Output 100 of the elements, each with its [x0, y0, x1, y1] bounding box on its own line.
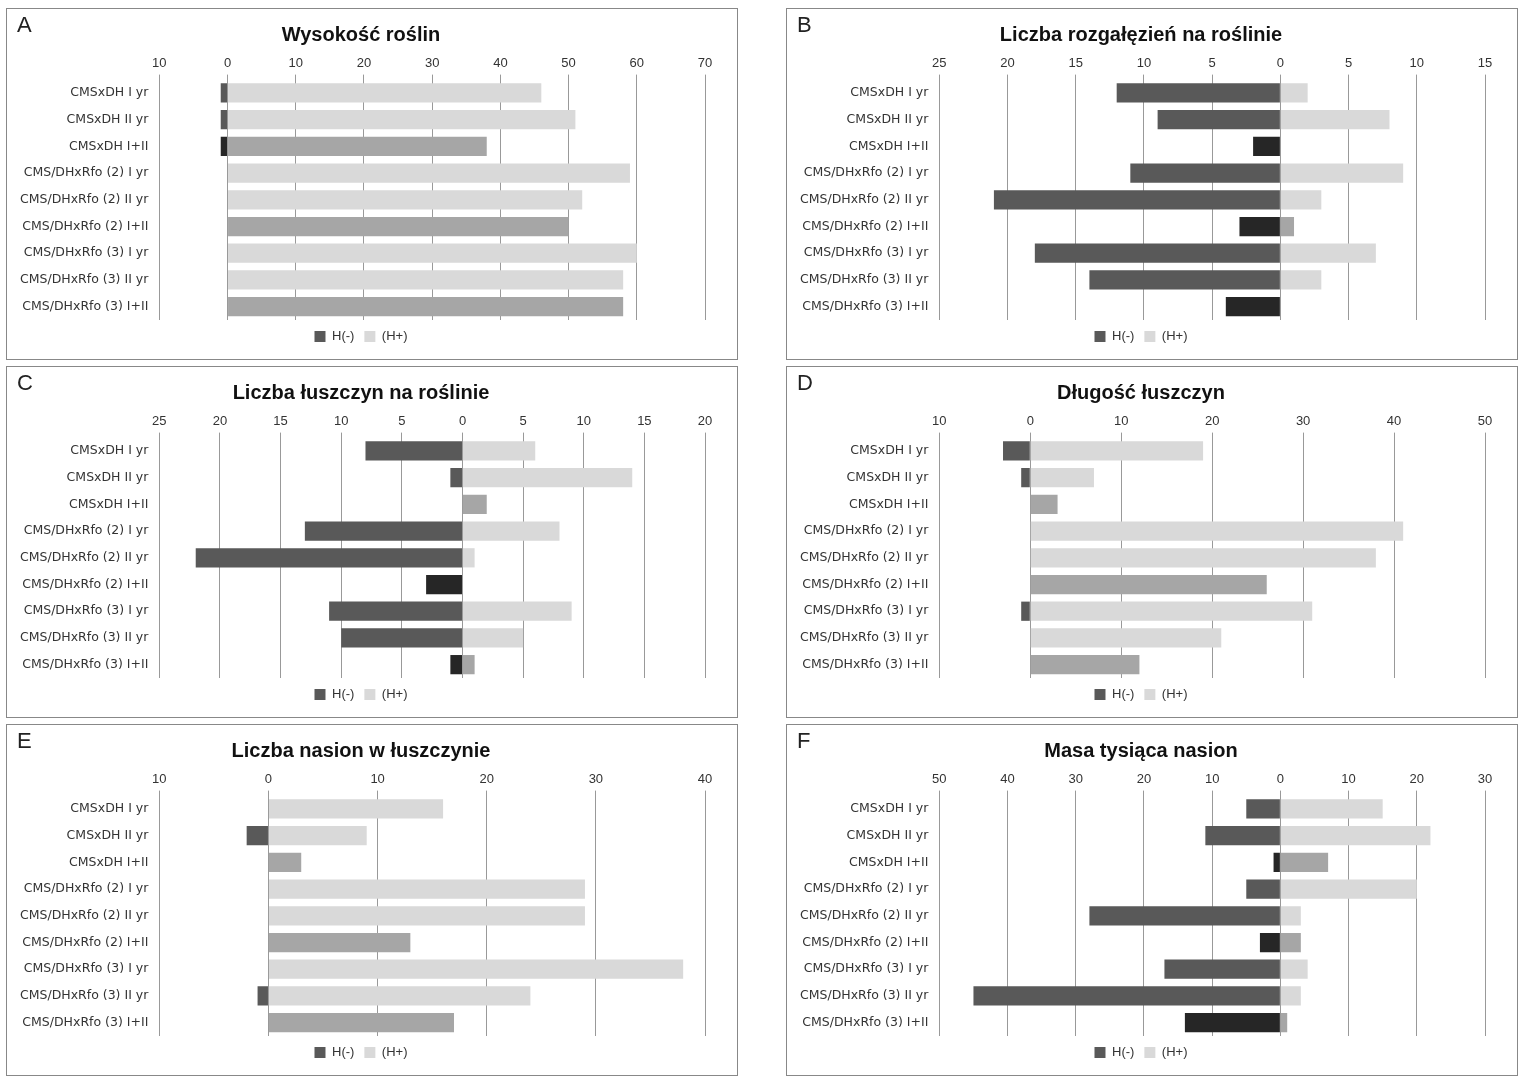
- x-tick-label: 10: [1409, 55, 1425, 71]
- bar: [257, 986, 268, 1006]
- x-tick-label: 10: [334, 413, 349, 429]
- bar: [1280, 852, 1329, 872]
- bar: [462, 601, 572, 621]
- y-tick-label: CMS/DHxRfo (2) I yr: [803, 522, 930, 538]
- y-tick-label: CMS/DHxRfo (2) I+II: [22, 933, 149, 949]
- bar: [1030, 574, 1267, 595]
- bar: [365, 441, 462, 461]
- x-tick-label: 10: [932, 413, 947, 429]
- bar: [993, 190, 1280, 210]
- bar: [1280, 270, 1322, 290]
- bar: [228, 163, 630, 183]
- x-tick-label: 0: [1026, 413, 1034, 429]
- bar: [329, 601, 462, 621]
- y-tick-label: CMS/DHxRfo (2) I+II: [22, 575, 149, 591]
- x-tick-label: 20: [1204, 413, 1220, 429]
- y-tick-label: CMS/DHxRfo (2) II yr: [799, 549, 930, 565]
- bar: [1280, 906, 1301, 926]
- bar: [1280, 986, 1301, 1006]
- bar: [1089, 906, 1280, 926]
- legend-label: (H+): [1161, 1044, 1188, 1060]
- bar: [1157, 110, 1280, 130]
- bar: [1280, 190, 1322, 210]
- x-tick-label: 15: [637, 413, 652, 429]
- y-tick-label: CMS/DHxRfo (2) I yr: [803, 880, 930, 896]
- bar: [462, 521, 560, 541]
- bar: [1280, 243, 1376, 263]
- chart-title: Liczba rozgałęzień na roślinie: [999, 22, 1283, 45]
- y-tick-label: CMS/DHxRfo (2) II yr: [19, 907, 150, 923]
- bar: [195, 548, 462, 568]
- legend-label: H(-): [1111, 328, 1135, 344]
- bar: [220, 136, 228, 156]
- x-tick-label: 70: [697, 55, 713, 71]
- bar: [1030, 468, 1094, 488]
- x-tick-label: 50: [932, 771, 947, 787]
- y-tick-label: CMS/DHxRfo (2) I yr: [23, 880, 150, 896]
- bar: [228, 243, 637, 263]
- x-tick-label: 10: [152, 55, 167, 71]
- x-tick-label: 5: [398, 413, 406, 429]
- y-tick-label: CMS/DHxRfo (3) II yr: [19, 629, 150, 645]
- bar: [1225, 297, 1280, 317]
- bar: [1280, 1013, 1288, 1033]
- legend-label: (H+): [1161, 686, 1188, 702]
- y-tick-label: CMS/DHxRfo (3) II yr: [19, 987, 150, 1003]
- x-tick-label: 0: [458, 413, 467, 429]
- text: B: [797, 12, 812, 38]
- x-tick-label: 20: [697, 413, 713, 429]
- y-tick-label: CMSxDH I+II: [68, 495, 149, 511]
- x-tick-label: 10: [1136, 55, 1152, 71]
- y-tick-label: CMS/DHxRfo (3) I yr: [23, 602, 150, 618]
- bar: [1030, 521, 1404, 541]
- y-tick-label: CMS/DHxRfo (2) II yr: [19, 191, 150, 207]
- bar: [228, 136, 487, 156]
- y-tick-label: CMSxDH I+II: [68, 137, 149, 153]
- bar: [1253, 136, 1280, 156]
- y-tick-label: CMSxDH I yr: [70, 800, 150, 816]
- y-tick-label: CMSxDH I+II: [68, 853, 149, 869]
- y-tick-label: CMS/DHxRfo (2) II yr: [799, 907, 930, 923]
- bar: [1246, 799, 1280, 819]
- text: E: [17, 728, 32, 754]
- text: C: [17, 370, 33, 396]
- bar: [268, 852, 302, 872]
- y-tick-label: CMS/DHxRfo (2) I yr: [23, 164, 150, 180]
- bar: [1205, 826, 1280, 846]
- y-tick-label: CMSxDH II yr: [66, 826, 150, 842]
- y-tick-label: CMS/DHxRfo (3) I yr: [803, 602, 930, 618]
- x-tick-label: 0: [223, 55, 232, 71]
- y-tick-label: CMS/DHxRfo (2) I+II: [22, 217, 149, 233]
- text: A: [17, 12, 32, 38]
- y-tick-label: CMS/DHxRfo (3) I yr: [803, 960, 930, 976]
- x-tick-label: 10: [1114, 413, 1129, 429]
- x-tick-label: 25: [932, 55, 947, 71]
- bar: [1021, 468, 1030, 488]
- y-tick-label: CMSxDH I yr: [70, 84, 150, 100]
- x-tick-label: 10: [1204, 771, 1220, 787]
- legend-label: (H+): [1161, 328, 1188, 344]
- bar: [220, 110, 228, 130]
- y-tick-label: CMS/DHxRfo (2) II yr: [799, 191, 930, 207]
- y-tick-label: CMSxDH II yr: [66, 110, 150, 126]
- y-tick-label: CMSxDH I yr: [850, 84, 930, 100]
- legend-label: H(-): [331, 686, 355, 702]
- y-tick-label: CMS/DHxRfo (3) I+II: [802, 655, 929, 671]
- bar: [268, 906, 585, 926]
- y-tick-label: CMS/DHxRfo (2) I yr: [803, 164, 930, 180]
- bar: [1030, 655, 1140, 675]
- y-tick-label: CMS/DHxRfo (2) II yr: [19, 549, 150, 565]
- y-tick-label: CMS/DHxRfo (3) I+II: [22, 1013, 149, 1029]
- bar: [228, 297, 624, 317]
- x-tick-label: 10: [152, 771, 167, 787]
- bar: [1280, 959, 1308, 979]
- bar: [1030, 601, 1313, 621]
- y-tick-label: CMSxDH II yr: [66, 468, 150, 484]
- y-tick-label: CMS/DHxRfo (3) I+II: [802, 297, 929, 313]
- bar: [246, 826, 268, 846]
- bar: [1030, 441, 1204, 461]
- x-tick-label: 40: [1000, 771, 1015, 787]
- text: D: [797, 370, 813, 396]
- x-tick-label: 30: [1477, 771, 1493, 787]
- y-tick-label: CMSxDH I yr: [850, 800, 930, 816]
